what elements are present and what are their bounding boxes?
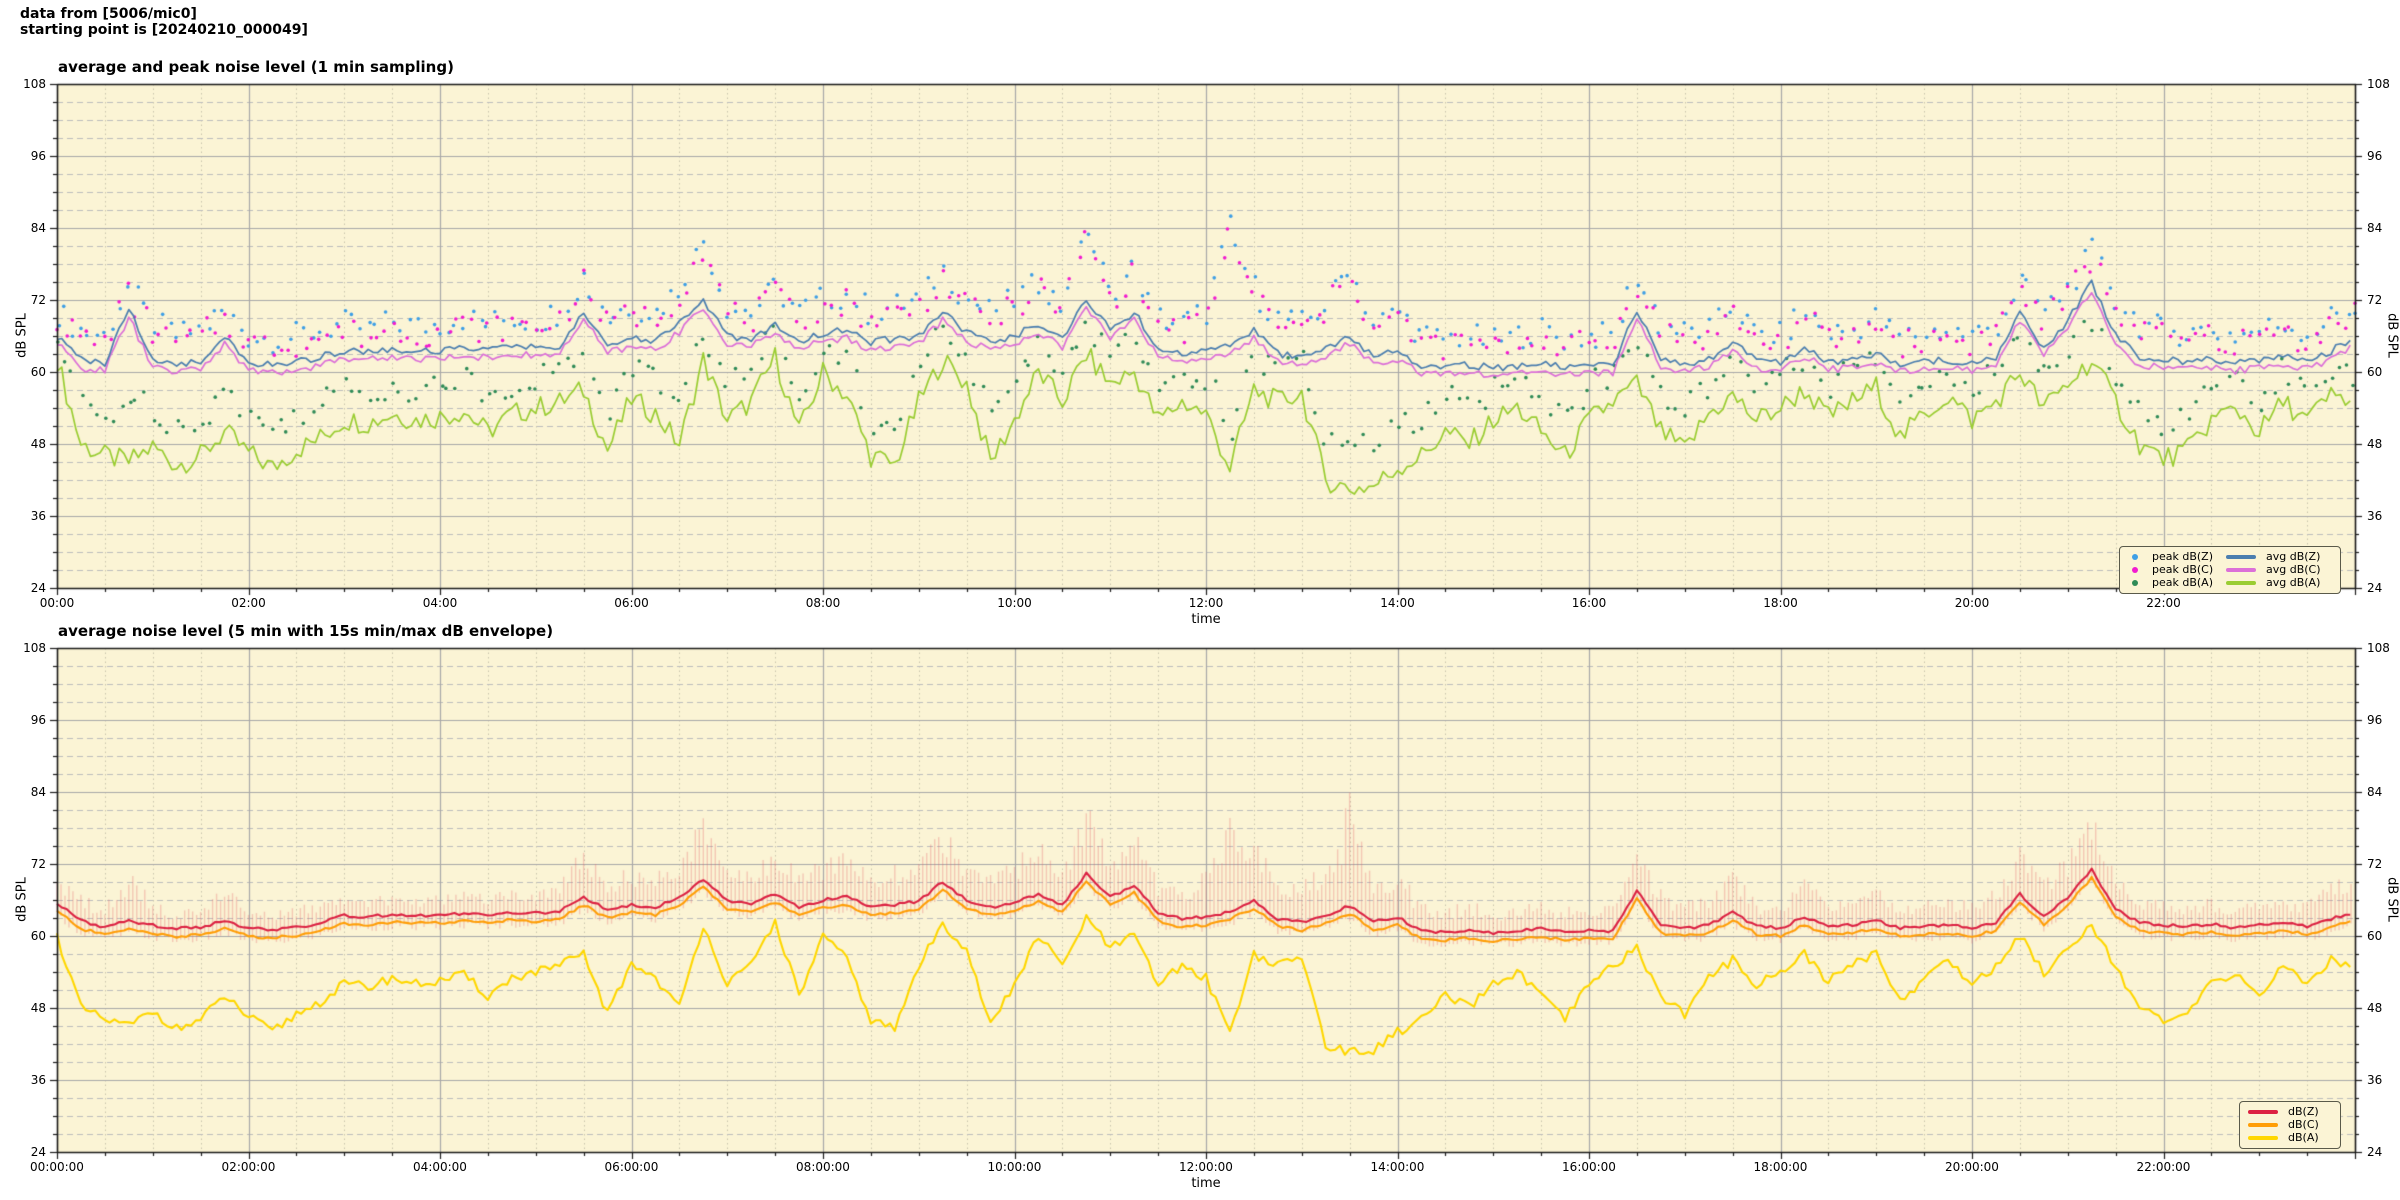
x-tick-label: 12:00:00 [1179, 1160, 1233, 1174]
y-tick-label-right: 48 [2367, 1001, 2383, 1015]
y-tick-label-right: 72 [2367, 293, 2383, 307]
x-tick-label: 06:00:00 [604, 1160, 659, 1174]
plot1-ylabel-left: dB SPL [14, 313, 30, 358]
y-tick-label-right: 48 [2367, 437, 2383, 451]
avg-dba-label: avg dB(A) [2266, 576, 2321, 589]
peak-dba-label: peak dB(A) [2152, 576, 2213, 589]
peak-dbc-label: peak dB(C) [2152, 563, 2214, 576]
y-tick-label-left: 96 [30, 713, 46, 727]
x-tick-label: 18:00:00 [1753, 1160, 1808, 1174]
peak-dbz-swatch [2132, 553, 2138, 560]
legend-row: dB(C) [2248, 1118, 2332, 1131]
y-tick-label-left: 60 [30, 929, 46, 943]
y-tick-label-left: 48 [30, 437, 46, 451]
x-tick-label: 22:00:00 [2136, 1160, 2191, 1174]
y-tick-label-left: 36 [30, 509, 46, 523]
y-tick-label-right: 36 [2367, 1073, 2383, 1087]
avg-dbc-label: avg dB(C) [2266, 563, 2321, 576]
x-tick-label: 12:00 [1188, 596, 1224, 610]
x-tick-label: 14:00:00 [1370, 1160, 1425, 1174]
y-tick-label-left: 24 [30, 581, 46, 595]
plot1-title: average and peak noise level (1 min samp… [58, 58, 454, 76]
peak-dba-swatch [2132, 579, 2138, 586]
legend-row: peak dB(Z) avg dB(Z) [2128, 550, 2332, 563]
header-starting-point: starting point is [20240210_000049] [20, 22, 308, 38]
dbc-swatch [2248, 1122, 2278, 1127]
plot1-xlabel: time [1191, 612, 1221, 627]
y-tick-label-right: 84 [2367, 221, 2383, 235]
x-tick-label: 16:00:00 [1562, 1160, 1616, 1174]
y-tick-label-left: 72 [30, 293, 46, 307]
plot1-ylabel-right: dB SPL [2384, 313, 2400, 358]
y-tick-label-left: 84 [30, 221, 46, 235]
y-tick-label-left: 60 [30, 365, 46, 379]
y-tick-label-right: 60 [2367, 929, 2383, 943]
plot2-legend: dB(Z) dB(C) dB(A) [2239, 1101, 2341, 1149]
x-tick-label: 02:00 [231, 596, 266, 610]
plot2-title: average noise level (5 min with 15s min/… [58, 622, 554, 640]
y-tick-label-right: 108 [2367, 77, 2390, 91]
x-tick-label: 04:00:00 [413, 1160, 467, 1174]
dba-swatch [2248, 1135, 2278, 1140]
x-tick-label: 00:00:00 [30, 1160, 84, 1174]
plot2-ylabel-left: dB SPL [14, 877, 30, 922]
y-tick-label-left: 108 [23, 77, 46, 91]
dbz-label: dB(Z) [2288, 1105, 2319, 1118]
peak-dbc-swatch [2132, 566, 2138, 573]
y-tick-label-left: 72 [30, 857, 46, 871]
y-tick-label-right: 84 [2367, 785, 2383, 799]
y-tick-label-right: 96 [2367, 713, 2383, 727]
x-tick-label: 16:00 [1571, 596, 1607, 610]
avg-dbz-swatch [2226, 554, 2256, 559]
y-tick-label-left: 48 [30, 1001, 46, 1015]
dbz-swatch [2248, 1109, 2278, 1114]
y-tick-label-left: 96 [30, 149, 46, 163]
y-tick-label-right: 72 [2367, 857, 2383, 871]
legend-row: dB(Z) [2248, 1105, 2332, 1118]
legend-row: peak dB(A) avg dB(A) [2128, 576, 2332, 589]
x-tick-label: 02:00:00 [221, 1160, 276, 1174]
x-tick-label: 00:00 [39, 596, 75, 610]
avg-dba-swatch [2226, 580, 2256, 585]
y-tick-label-left: 84 [30, 785, 46, 799]
legend-row: dB(A) [2248, 1131, 2332, 1144]
y-tick-label-right: 96 [2367, 149, 2383, 163]
y-tick-label-left: 24 [30, 1145, 46, 1159]
x-tick-label: 20:00:00 [1945, 1160, 1999, 1174]
x-tick-label: 08:00 [805, 596, 841, 610]
x-tick-label: 06:00 [614, 596, 649, 610]
plot2-xlabel: time [1191, 1176, 1221, 1191]
header-data-source: data from [5006/mic0] [20, 6, 197, 22]
dbc-label: dB(C) [2288, 1118, 2319, 1131]
plot2-ylabel-right: dB SPL [2384, 877, 2400, 922]
y-tick-label-right: 108 [2367, 641, 2390, 655]
x-tick-label: 18:00 [1763, 596, 1798, 610]
y-tick-label-right: 60 [2367, 365, 2383, 379]
y-tick-label-right: 24 [2367, 581, 2383, 595]
dba-label: dB(A) [2288, 1131, 2319, 1144]
avg-dbz-label: avg dB(Z) [2266, 550, 2321, 563]
y-tick-label-right: 36 [2367, 509, 2383, 523]
x-tick-label: 10:00 [997, 596, 1032, 610]
plot1-legend: peak dB(Z) avg dB(Z) peak dB(C) avg dB(C… [2119, 546, 2341, 594]
x-tick-label: 04:00 [422, 596, 458, 610]
x-tick-label: 14:00 [1380, 596, 1415, 610]
y-tick-label-left: 36 [30, 1073, 46, 1087]
x-tick-label: 22:00 [2146, 596, 2181, 610]
legend-row: peak dB(C) avg dB(C) [2128, 563, 2332, 576]
y-tick-label-right: 24 [2367, 1145, 2383, 1159]
y-tick-label-left: 108 [23, 641, 46, 655]
x-tick-label: 08:00:00 [796, 1160, 850, 1174]
peak-dbz-label: peak dB(Z) [2152, 550, 2214, 563]
x-tick-label: 10:00:00 [987, 1160, 1042, 1174]
x-tick-label: 20:00 [1954, 596, 1990, 610]
avg-dbc-swatch [2226, 567, 2256, 572]
